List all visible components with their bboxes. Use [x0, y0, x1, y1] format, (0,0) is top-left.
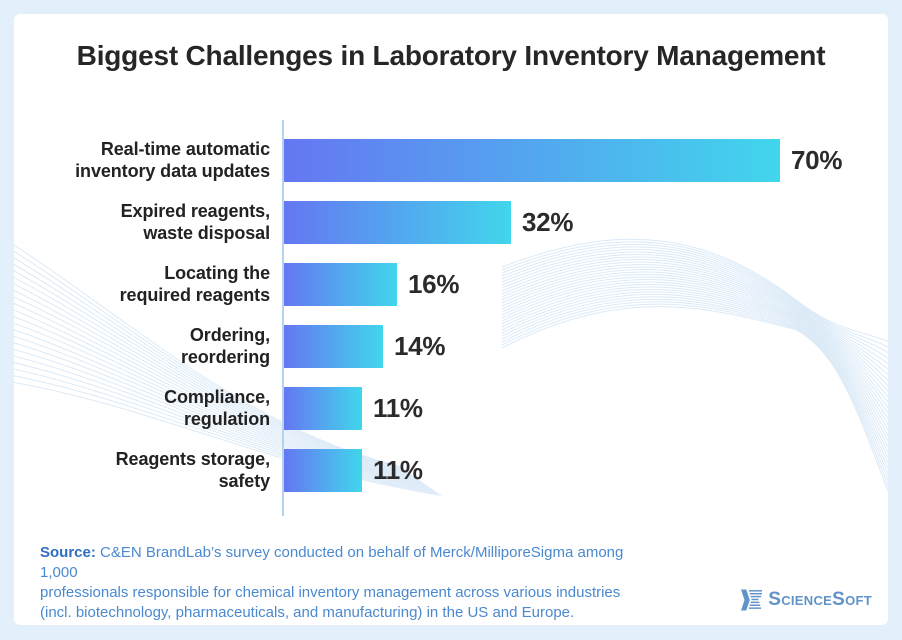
category-label: Expired reagents, waste disposal: [120, 200, 270, 243]
bar: [284, 325, 383, 368]
source-line: professionals responsible for chemical i…: [40, 583, 621, 601]
bar: [284, 263, 397, 306]
bar-row: Expired reagents, waste disposal 32%: [14, 201, 888, 244]
category-label: Compliance, regulation: [164, 386, 270, 429]
category-label: Real-time automatic inventory data updat…: [75, 138, 270, 181]
value-label: 16%: [408, 269, 460, 299]
source-line: (incl. biotechnology, pharmaceuticals, a…: [40, 603, 575, 621]
category-label: Locating the required reagents: [119, 262, 270, 305]
sciencesoft-logo-text: ScienceSoft: [768, 589, 872, 610]
value-label: 11%: [373, 393, 423, 423]
category-label: Ordering, reordering: [180, 324, 270, 367]
bar-row: Ordering, reordering 14%: [14, 325, 888, 368]
bar: [284, 139, 780, 182]
source-note: Source: C&EN BrandLab’s survey conducted…: [40, 543, 630, 623]
source-prefix: Source:: [40, 544, 96, 561]
sciencesoft-logo: ScienceSoft: [741, 587, 872, 613]
value-label: 70%: [791, 145, 843, 175]
bar: [284, 449, 362, 492]
bar: [284, 201, 511, 244]
category-label: Reagents storage, safety: [115, 448, 270, 491]
sciencesoft-logo-icon: [741, 589, 763, 611]
infographic-card: Biggest Challenges in Laboratory Invento…: [14, 14, 888, 625]
value-label: 11%: [373, 455, 423, 485]
value-label: 14%: [394, 331, 446, 361]
bar-row: Compliance, regulation 11%: [14, 387, 888, 430]
bar-row: Reagents storage, safety 11%: [14, 449, 888, 492]
bar-row: Locating the required reagents 16%: [14, 263, 888, 306]
value-label: 32%: [522, 207, 574, 237]
bar-row: Real-time automatic inventory data updat…: [14, 139, 888, 182]
page-title: Biggest Challenges in Laboratory Invento…: [76, 40, 826, 71]
y-axis-line: [282, 120, 284, 516]
bar-chart: Real-time automatic inventory data updat…: [14, 139, 888, 511]
source-line: C&EN BrandLab’s survey conducted on beha…: [40, 544, 624, 581]
bar: [284, 387, 362, 430]
